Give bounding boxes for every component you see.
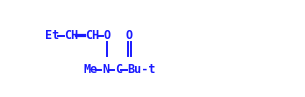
- Text: O: O: [104, 29, 111, 42]
- Text: Bu-t: Bu-t: [127, 63, 156, 76]
- Text: N: N: [102, 63, 109, 76]
- Text: O: O: [126, 29, 133, 42]
- Text: C: C: [115, 63, 122, 76]
- Text: CH: CH: [85, 29, 100, 42]
- Text: CH: CH: [64, 29, 78, 42]
- Text: Et: Et: [45, 29, 59, 42]
- Text: Me: Me: [83, 63, 97, 76]
